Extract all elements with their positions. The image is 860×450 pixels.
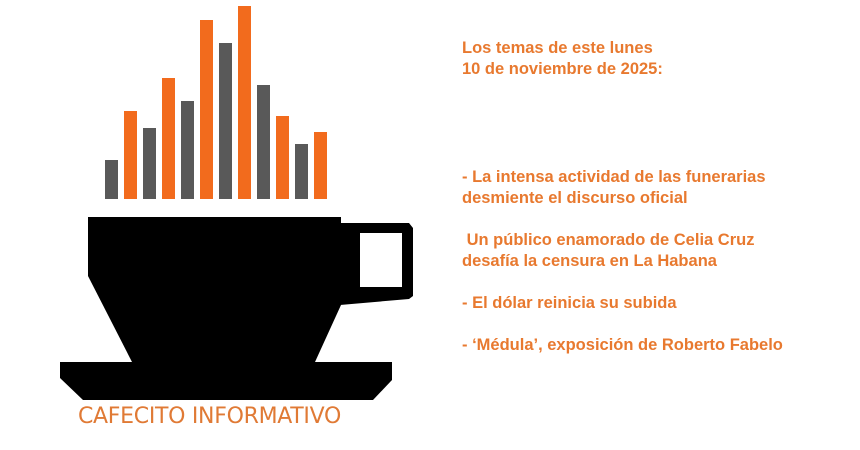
steam-bar <box>219 43 232 199</box>
steam-bar <box>124 111 137 199</box>
topic-line: desafía la censura en La Habana <box>462 252 717 270</box>
header-line-1: Los temas de este lunes <box>462 39 653 57</box>
steam-bar <box>238 6 251 199</box>
steam-bar <box>162 78 175 199</box>
topic-item: - La intensa actividad de las funerarias… <box>462 167 766 209</box>
topic-line: - La intensa actividad de las funerarias <box>462 168 766 186</box>
steam-bar <box>105 160 118 199</box>
cafecito-logo <box>60 6 413 400</box>
cup-body <box>88 217 341 362</box>
topic-line: desmiente el discurso oficial <box>462 189 688 207</box>
topic-item: Un público enamorado de Celia Cruz desafí… <box>462 230 754 272</box>
header-line-2: 10 de noviembre de 2025: <box>462 60 663 78</box>
steam-bars <box>105 6 327 199</box>
steam-bar <box>276 116 289 199</box>
steam-bar <box>257 85 270 199</box>
cup-handle <box>340 223 413 305</box>
topic-line: - El dólar reinicia su subida <box>462 294 677 312</box>
steam-bar <box>181 101 194 199</box>
header-title: Los temas de este lunes 10 de noviembre d… <box>462 38 663 80</box>
steam-bar <box>314 132 327 199</box>
steam-bar <box>295 144 308 199</box>
topic-line: Un público enamorado de Celia Cruz <box>462 231 755 249</box>
topic-item: - ‘Médula’, exposición de Roberto Fabelo <box>462 335 783 356</box>
saucer <box>60 362 392 400</box>
steam-bar <box>143 128 156 199</box>
topic-line: - ‘Médula’, exposición de Roberto Fabelo <box>462 336 783 354</box>
steam-bar <box>200 20 213 199</box>
brand-name: CAFECITO INFORMATIVO <box>78 404 341 429</box>
topic-item: - El dólar reinicia su subida <box>462 293 677 314</box>
